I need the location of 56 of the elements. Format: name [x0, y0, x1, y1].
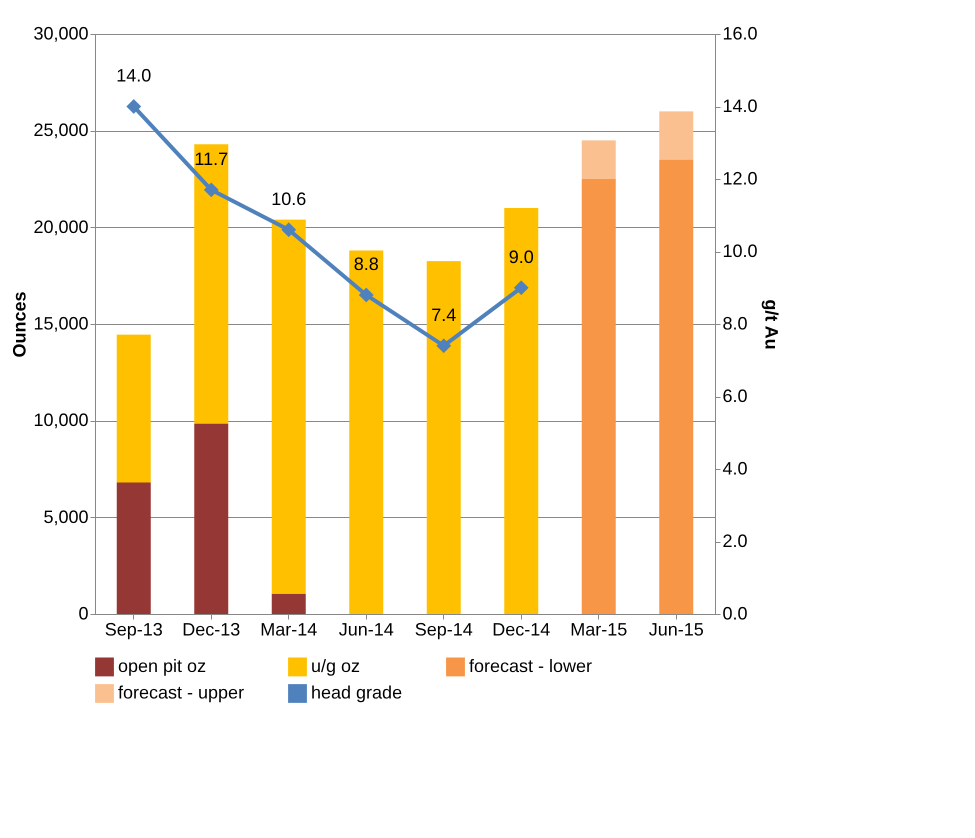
y-tick-label: 5,000	[43, 506, 88, 527]
bar	[116, 334, 151, 483]
x-tick-label: Jun-15	[648, 620, 704, 640]
data-label: 10.6	[271, 188, 306, 209]
x-tick-label: Dec-14	[492, 620, 550, 640]
y-tick-label: 0	[78, 604, 88, 624]
x-tick-label: Mar-15	[570, 620, 628, 640]
y2-tick-label: 12.0	[722, 168, 758, 188]
y-tick-label: 20,000	[33, 216, 88, 237]
y-axis-title: Ounces	[9, 291, 30, 358]
bar	[659, 111, 694, 160]
y2-tick-label: 16.0	[722, 24, 758, 44]
bar	[272, 594, 306, 614]
legend-label: forecast - upper	[118, 682, 244, 702]
legend-label: u/g oz	[311, 656, 360, 676]
y2-tick-label: 6.0	[722, 386, 748, 406]
data-label: 11.7	[194, 148, 228, 169]
x-tick-label: Jun-14	[338, 620, 394, 640]
x-tick-label: Dec-13	[182, 620, 240, 640]
x-tick-label: Mar-14	[260, 620, 318, 640]
bar	[272, 220, 306, 594]
data-label: 14.0	[116, 66, 152, 86]
bar	[194, 424, 228, 614]
y2-tick-label: 0.0	[722, 604, 748, 624]
y2-tick-label: 10.0	[722, 241, 758, 261]
bar	[194, 144, 228, 424]
y2-tick-label: 8.0	[722, 314, 748, 334]
y-tick-label: 15,000	[33, 314, 88, 334]
point	[281, 222, 296, 238]
y2-tick-label: 2.0	[722, 531, 748, 551]
x-tick-label: Sep-14	[414, 620, 473, 640]
legend-label: forecast - lower	[469, 656, 592, 676]
y2-tick-label: 14.0	[722, 96, 758, 116]
point	[126, 99, 142, 114]
data-label: 9.0	[508, 246, 534, 267]
bar	[582, 179, 616, 614]
bar	[426, 261, 461, 614]
legend-label: head grade	[311, 682, 402, 702]
bar	[582, 140, 616, 179]
x-tick-label: Sep-13	[104, 620, 163, 640]
y-tick-label: 10,000	[33, 410, 88, 430]
point	[358, 288, 374, 302]
data-label: 7.4	[431, 304, 456, 325]
y2-axis-title: g/t Au	[762, 299, 782, 350]
bar	[504, 208, 538, 614]
bar	[659, 160, 694, 614]
point	[436, 338, 452, 354]
y-tick-label: 30,000	[33, 24, 88, 44]
legend-label: open pit oz	[118, 656, 206, 676]
y2-tick-label: 4.0	[722, 458, 748, 478]
bar	[116, 482, 151, 614]
point	[204, 182, 219, 198]
data-label: 8.8	[354, 254, 379, 274]
bar	[349, 250, 384, 614]
y-tick-label: 25,000	[33, 120, 88, 140]
point	[514, 280, 529, 296]
